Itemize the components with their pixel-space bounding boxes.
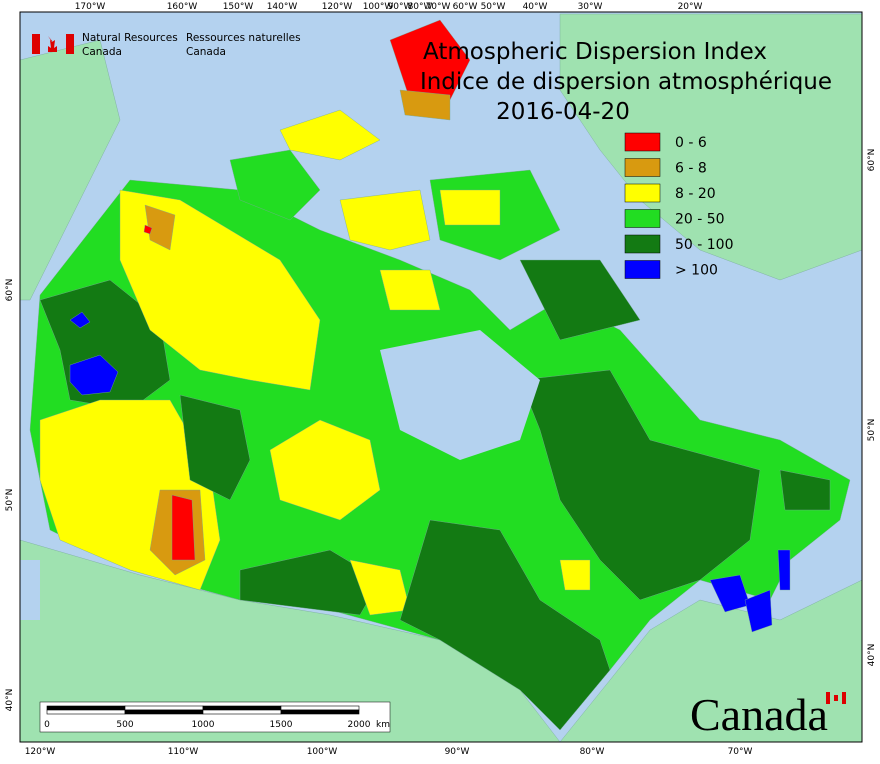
index-region (399, 89, 451, 121)
lon-label: 100°W (363, 2, 394, 12)
index-region (399, 519, 611, 731)
scale-label: 1000 (192, 720, 215, 730)
index-region (744, 589, 773, 633)
index-region (171, 494, 196, 561)
index-region (179, 394, 251, 501)
index-region (389, 19, 471, 101)
index-region (519, 369, 761, 601)
legend-label: 0 - 6 (675, 135, 707, 151)
agency-fr: Ressources naturelles (186, 32, 301, 44)
lat-label: 50°N (867, 419, 877, 442)
scale-segment (46, 709, 126, 715)
index-region (559, 559, 591, 591)
legend-label: 8 - 20 (675, 186, 716, 202)
agency-en: Canada (82, 46, 122, 58)
lon-label: 80°W (580, 747, 605, 757)
lon-label: 70°W (728, 747, 753, 757)
lon-label: 40°W (523, 2, 548, 12)
scale-label: 2000 (348, 720, 371, 730)
lon-label: 110°W (168, 747, 199, 757)
flag-bar (32, 34, 40, 54)
index-region (777, 549, 791, 591)
flag-bar (842, 692, 846, 704)
legend-swatch (624, 183, 661, 203)
scale-bar: 0 500 1000 1500 2000 km (39, 701, 391, 733)
lat-label: 50°N (5, 489, 15, 512)
scale-label: 1500 (270, 720, 293, 730)
legend-swatch (624, 260, 661, 279)
scale-segment (202, 705, 282, 711)
flag-bar (66, 34, 74, 54)
legend-swatch (624, 158, 661, 177)
lon-label: 170°W (75, 2, 106, 12)
agency-en: Natural Resources (82, 32, 178, 44)
agency-fr: Canada (186, 46, 226, 58)
legend-label: 50 - 100 (675, 237, 734, 253)
legend-label: 6 - 8 (675, 161, 707, 177)
lat-label: 40°N (5, 689, 15, 712)
date: 2016-04-20 (496, 99, 630, 125)
scale-segment (124, 705, 204, 711)
lon-label: 160°W (167, 2, 198, 12)
lon-label: 20°W (678, 2, 703, 12)
index-region (379, 269, 441, 311)
title: Atmospheric Dispersion Index (423, 39, 767, 65)
wordmark-flag (826, 692, 846, 704)
wordmark: Canada (690, 689, 828, 740)
index-region (229, 149, 321, 221)
index-region (69, 311, 91, 329)
scale-segment (46, 705, 126, 711)
water (20, 560, 40, 620)
scale-segment (124, 709, 204, 715)
title: Indice de dispersion atmosphérique (420, 69, 832, 95)
scale-unit: km (376, 720, 390, 730)
lon-label: 140°W (267, 2, 298, 12)
index-region (519, 259, 641, 341)
lon-label: 150°W (223, 2, 254, 12)
flag-leaf (834, 695, 838, 701)
scale-segment (280, 705, 360, 711)
lat-label: 60°N (5, 279, 15, 302)
scale-label: 500 (116, 720, 133, 730)
lon-label: 90°W (388, 2, 413, 12)
index-region (269, 419, 381, 521)
legend-swatch (624, 234, 661, 254)
legend-label: > 100 (675, 263, 718, 279)
lat-label: 40°N (867, 644, 877, 667)
lat-label: 60°N (867, 149, 877, 172)
flag-bar (826, 692, 830, 704)
lon-label: 120°W (25, 747, 56, 757)
agency-flag (32, 34, 74, 54)
scale-segment (280, 709, 360, 715)
lon-label: 30°W (578, 2, 603, 12)
index-region (279, 109, 381, 161)
legend-swatch (624, 132, 661, 152)
lon-label: 60°W (453, 2, 478, 12)
scale-segment (202, 709, 282, 715)
lon-label: 120°W (322, 2, 353, 12)
legend: 0 - 6 6 - 8 8 - 20 20 - 50 50 - 100 > 100 (624, 132, 734, 279)
graticule-labels: 170°W 160°W 150°W 140°W 120°W 100°W90°W80°W70… (5, 2, 877, 757)
water (380, 330, 540, 460)
index-region (69, 354, 119, 396)
map-frame (19, 11, 863, 743)
lon-label: 70°W (426, 2, 451, 12)
index-region (779, 469, 831, 511)
lon-label: 100°W (307, 747, 338, 757)
index-region (439, 189, 501, 226)
lon-label: 90°W (445, 747, 470, 757)
flag-leaf (48, 36, 57, 52)
legend-label: 20 - 50 (675, 212, 725, 228)
index-region (143, 224, 153, 235)
legend-swatch (624, 209, 661, 228)
lon-label: 50°W (481, 2, 506, 12)
lon-label: 80°W (408, 2, 433, 12)
index-region (339, 189, 431, 251)
map-regions (19, 13, 863, 743)
scale-label: 0 (44, 720, 50, 730)
